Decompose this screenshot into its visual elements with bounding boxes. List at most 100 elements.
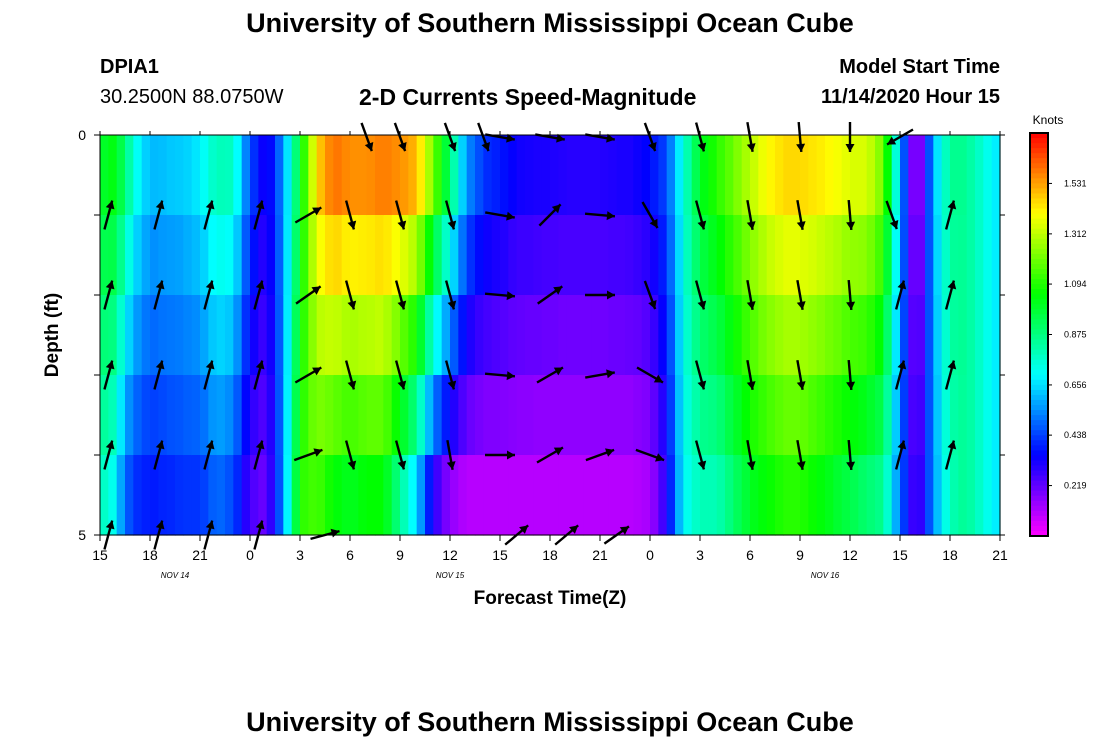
current-arrow	[641, 201, 659, 229]
heatmap-cell	[291, 215, 301, 296]
heatmap-cell	[650, 375, 659, 456]
heatmap-cell	[225, 375, 234, 456]
heatmap-cell	[316, 135, 326, 216]
heatmap-cell	[400, 455, 409, 536]
heatmap-cell	[825, 215, 834, 296]
heatmap-cell	[216, 295, 226, 376]
heatmap-cell	[250, 135, 259, 216]
heatmap-cell	[541, 295, 551, 376]
heatmap-cell	[825, 375, 834, 456]
heatmap-cell	[675, 135, 684, 216]
heatmap-cell	[433, 375, 443, 456]
colorbar-segment	[1030, 158, 1048, 164]
heatmap-cell	[950, 455, 959, 536]
x-tick-label: 12	[842, 547, 858, 563]
heatmap-cell	[716, 375, 726, 456]
heatmap-cell	[400, 215, 409, 296]
heatmap-cell	[100, 375, 109, 456]
heatmap-cell	[133, 295, 143, 376]
heatmap-cell	[241, 295, 251, 376]
heatmap-cell	[575, 215, 584, 296]
colorbar-segment	[1030, 193, 1048, 200]
heatmap-cell	[941, 375, 951, 456]
colorbar-segment	[1030, 294, 1048, 300]
current-arrow	[538, 203, 562, 227]
heatmap-cell	[800, 135, 809, 216]
colorbar-tick-label: 1.312	[1064, 229, 1087, 239]
colorbar-segment	[1030, 520, 1048, 527]
heatmap-cell	[175, 455, 184, 536]
heatmap-cell	[175, 215, 184, 296]
heatmap-cell	[758, 455, 768, 536]
current-arrow	[394, 440, 407, 470]
colorbar-segment	[1030, 203, 1048, 210]
current-arrow	[585, 290, 615, 300]
colorbar-segment	[1030, 430, 1048, 436]
heatmap-cell	[466, 375, 476, 456]
heatmap-cell	[983, 375, 993, 456]
current-arrow	[944, 360, 957, 390]
heatmap-cell	[900, 295, 909, 376]
heatmap-cell	[133, 455, 143, 536]
heatmap-cell	[591, 135, 601, 216]
colorbar-segment	[1030, 173, 1048, 179]
current-arrow	[746, 440, 756, 470]
colorbar-segment	[1030, 188, 1048, 195]
current-arrow	[585, 369, 615, 379]
heatmap-cell	[408, 215, 418, 296]
heatmap-cell	[175, 295, 184, 376]
heatmap-cell	[816, 295, 826, 376]
heatmap-cell	[866, 135, 876, 216]
heatmap-cell	[291, 375, 301, 456]
heatmap-cell	[625, 215, 634, 296]
heatmap-cell	[858, 215, 868, 296]
heatmap-cell	[758, 295, 768, 376]
heatmap-cell	[983, 295, 993, 376]
heatmap-cell	[908, 215, 918, 296]
heatmap-cell	[283, 215, 293, 296]
heatmap-cell	[241, 375, 251, 456]
colorbar: 1.531 1.312 1.094 0.875 0.656 0.438 0.219	[1029, 132, 1087, 537]
heatmap-cell	[708, 375, 718, 456]
colorbar-segment	[1030, 233, 1048, 240]
heatmap-cell	[408, 135, 418, 216]
heatmap-cell	[591, 215, 601, 296]
heatmap-cell	[925, 375, 934, 456]
heatmap-cell	[525, 375, 534, 456]
heatmap-cell	[833, 295, 843, 376]
heatmap-cell	[483, 215, 493, 296]
current-arrow	[746, 280, 756, 310]
colorbar-segment	[1030, 143, 1048, 149]
current-arrow	[894, 360, 907, 390]
heatmap-cell	[200, 135, 209, 216]
heatmap-cell	[358, 455, 368, 536]
heatmap-cell	[308, 135, 318, 216]
heatmap-cell	[866, 295, 876, 376]
heatmap-cell	[350, 215, 359, 296]
heatmap-cell	[875, 375, 884, 456]
current-arrow	[694, 280, 707, 310]
heatmap-cell	[908, 375, 918, 456]
heatmap-cell	[833, 375, 843, 456]
heatmap-cell	[116, 295, 126, 376]
current-arrow	[886, 128, 914, 146]
heatmap-cell	[383, 215, 393, 296]
heatmap-cell	[308, 295, 318, 376]
current-arrow	[253, 200, 265, 230]
heatmap-cell	[358, 135, 368, 216]
heatmap-cell	[558, 455, 568, 536]
heatmap-cell	[316, 375, 326, 456]
heatmap-cell	[958, 455, 968, 536]
heatmap-cell	[483, 375, 493, 456]
colorbar-segment	[1030, 163, 1048, 169]
heatmap-cell	[241, 455, 251, 536]
current-arrow	[344, 360, 357, 390]
heatmap-cell	[450, 215, 459, 296]
heatmap-cell	[433, 215, 443, 296]
heatmap-cell	[766, 215, 776, 296]
current-arrow	[796, 280, 806, 310]
heatmap-cell	[225, 295, 234, 376]
heatmap-cell	[166, 215, 176, 296]
heatmap-cell	[466, 215, 476, 296]
heatmap-cell	[166, 295, 176, 376]
